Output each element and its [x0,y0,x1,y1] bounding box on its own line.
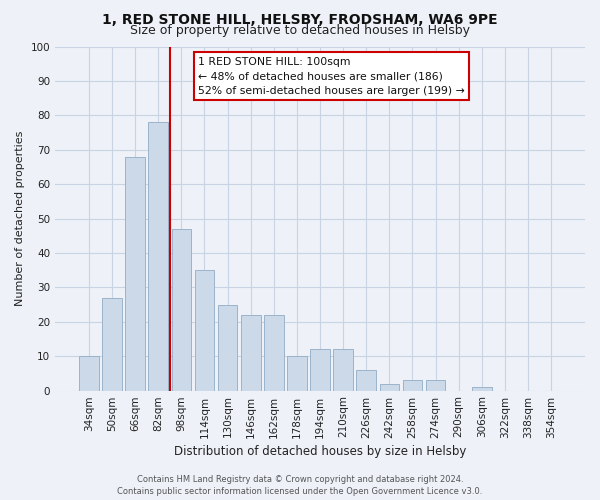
Text: Size of property relative to detached houses in Helsby: Size of property relative to detached ho… [130,24,470,37]
Bar [172,229,191,390]
Bar [287,356,307,390]
Text: Contains HM Land Registry data © Crown copyright and database right 2024.
Contai: Contains HM Land Registry data © Crown c… [118,474,482,496]
Y-axis label: Number of detached properties: Number of detached properties [15,131,25,306]
Bar [102,298,122,390]
Bar [310,350,330,391]
Bar [148,122,168,390]
Bar [194,270,214,390]
Bar [241,315,260,390]
Bar [79,356,99,390]
Bar [125,156,145,390]
Bar [264,315,284,390]
Bar [472,387,491,390]
Text: 1, RED STONE HILL, HELSBY, FRODSHAM, WA6 9PE: 1, RED STONE HILL, HELSBY, FRODSHAM, WA6… [102,12,498,26]
Bar [403,380,422,390]
Bar [334,350,353,391]
Text: 1 RED STONE HILL: 100sqm
← 48% of detached houses are smaller (186)
52% of semi-: 1 RED STONE HILL: 100sqm ← 48% of detach… [198,57,465,96]
Bar [426,380,445,390]
Bar [218,304,238,390]
Bar [356,370,376,390]
Bar [380,384,399,390]
X-axis label: Distribution of detached houses by size in Helsby: Distribution of detached houses by size … [174,444,466,458]
